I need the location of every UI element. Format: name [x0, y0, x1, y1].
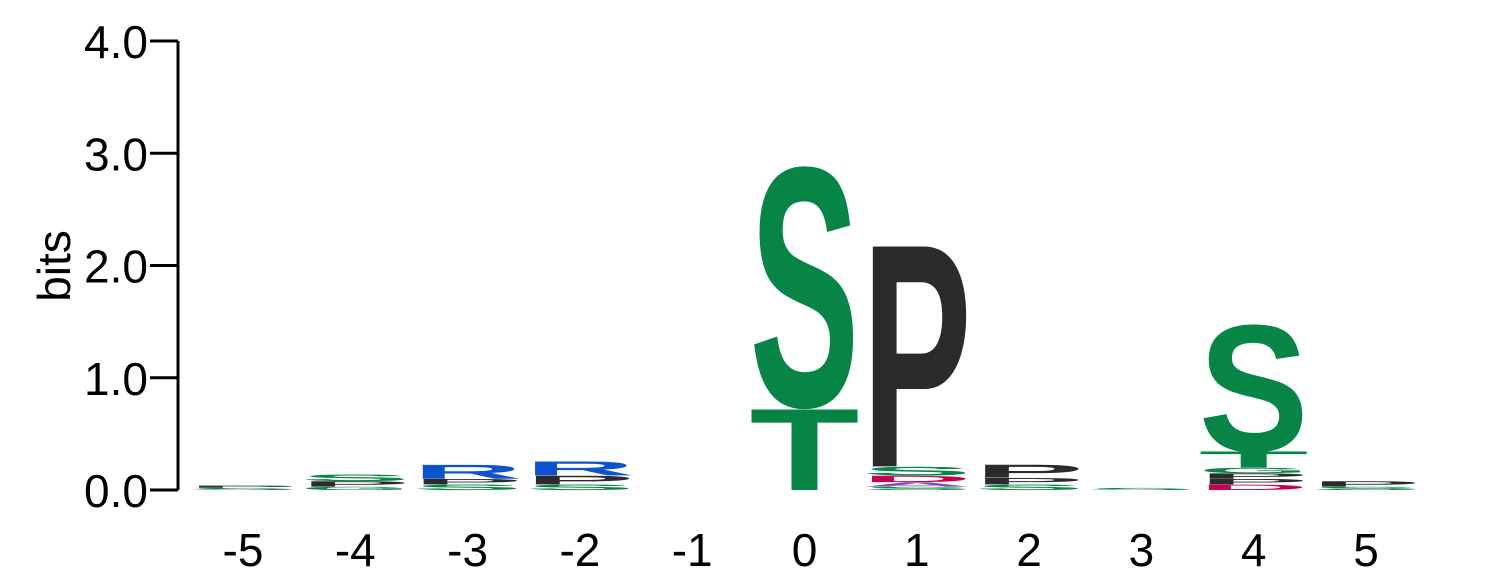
logo-letter-P: P — [974, 476, 1084, 486]
logo-letter-D: D — [862, 474, 972, 484]
logo-letter-P: P — [413, 477, 523, 486]
x-tick-label: 3 — [1129, 524, 1155, 576]
logo-letter-S: S — [1199, 287, 1309, 490]
logo-letter-S: S — [862, 486, 972, 491]
logo-letter-S: S — [188, 487, 298, 491]
logo-letter-T: T — [750, 385, 860, 515]
logo-letter-S: S — [413, 483, 523, 492]
logo-letter-R: R — [525, 457, 635, 480]
logo-letter-S: S — [1086, 487, 1196, 491]
y-tick-label: 3.0 — [84, 128, 148, 180]
y-tick-label: 4.0 — [84, 16, 148, 68]
logo-letter-A: A — [862, 481, 972, 488]
y-tick-label: 1.0 — [84, 353, 148, 405]
logo-letter-P: P — [1199, 477, 1309, 486]
y-axis-label: bits — [28, 230, 80, 302]
logo-letter-P: P — [974, 461, 1084, 482]
x-tick-label: -3 — [447, 524, 488, 576]
logo-letter-S: S — [300, 473, 410, 483]
y-tick-label: 2.0 — [84, 241, 148, 293]
x-tick-label: 0 — [792, 524, 818, 576]
x-tick-label: -2 — [559, 524, 600, 576]
logo-letter-T: T — [1199, 447, 1309, 473]
x-tick-label: -1 — [672, 524, 713, 576]
logo-letter-S: S — [862, 464, 972, 478]
x-tick-label: 4 — [1241, 524, 1267, 576]
logo-letter-P: P — [188, 485, 298, 489]
y-axis: 0.0 1.0 2.0 3.0 4.0 — [84, 16, 180, 517]
y-tick-label: 0.0 — [84, 465, 148, 517]
logo-letter-G: G — [300, 486, 410, 491]
logo-letter-P: P — [300, 480, 410, 489]
logo-letter-R: R — [413, 461, 523, 484]
logo-letter-S: S — [525, 483, 635, 492]
logo-letter-D: D — [1199, 483, 1309, 492]
logo-letter-S: S — [974, 483, 1084, 492]
logo-letter-P: P — [1311, 480, 1421, 489]
x-tick-label: -5 — [223, 524, 264, 576]
logo-letter-G: G — [1199, 466, 1309, 475]
x-axis-tick-labels: -5 -4 -3 -2 -1 0 1 2 3 4 5 — [223, 524, 1379, 576]
x-tick-label: -4 — [335, 524, 376, 576]
logo-letter-S: S — [750, 96, 860, 480]
logo-letter-S: S — [1311, 486, 1421, 491]
x-tick-label: 2 — [1016, 524, 1042, 576]
logo-letter-P: P — [1199, 472, 1309, 481]
logo-letter-P: P — [525, 473, 635, 487]
logo-letter-P: P — [862, 177, 972, 534]
x-tick-label: 1 — [904, 524, 930, 576]
x-tick-label: 5 — [1353, 524, 1379, 576]
